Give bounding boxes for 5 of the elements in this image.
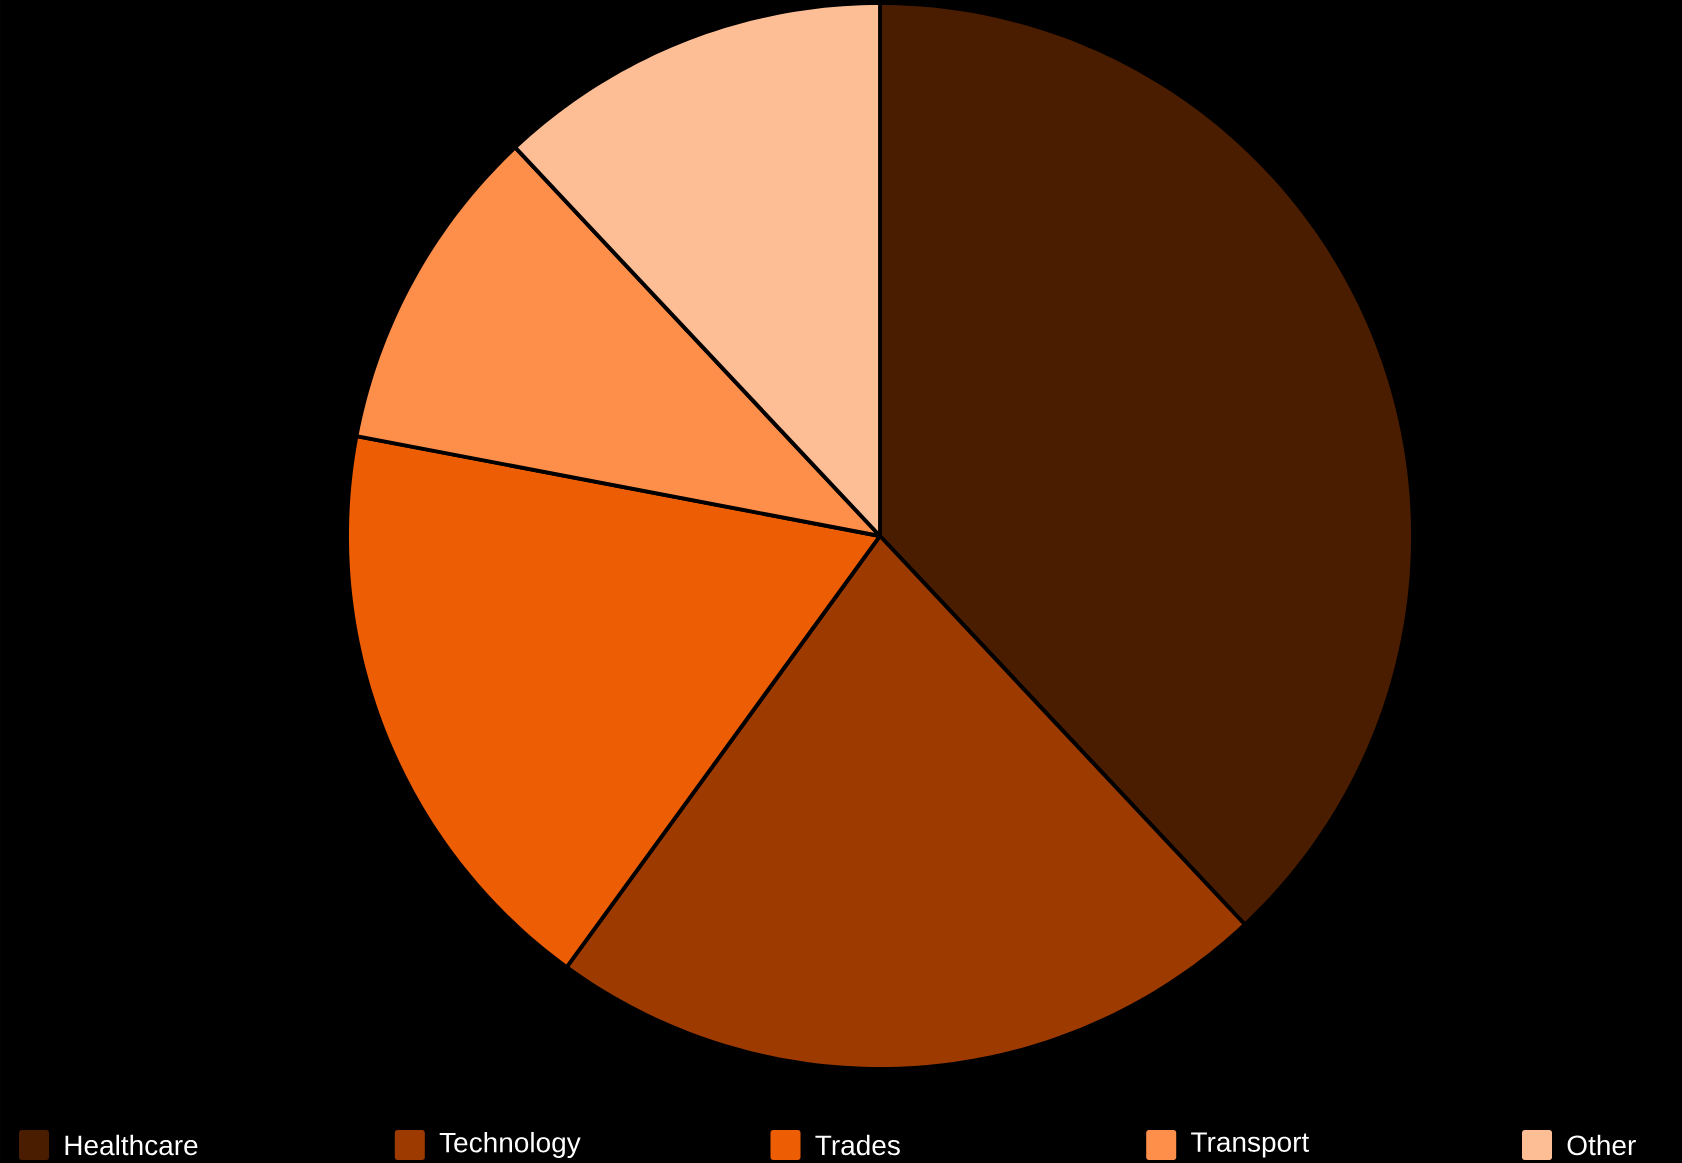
legend-label: Trades — [815, 1134, 900, 1156]
legend-label: Technology — [439, 1131, 581, 1159]
legend-label: Other — [1567, 1134, 1636, 1156]
legend-label: Transport — [1191, 1132, 1310, 1158]
legend-label: Healthcare — [65, 1134, 198, 1156]
